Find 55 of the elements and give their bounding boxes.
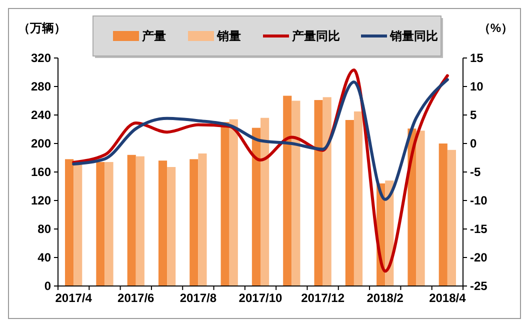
legend-label: 销量同比 bbox=[389, 29, 438, 44]
x-tick-label: 2017/8 bbox=[180, 291, 217, 305]
bar bbox=[96, 162, 105, 286]
y-tick-label: 160 bbox=[30, 165, 52, 180]
y2-tick-label: -20 bbox=[470, 250, 488, 265]
bar bbox=[260, 118, 270, 286]
bar bbox=[322, 97, 332, 286]
bar bbox=[345, 120, 354, 286]
bar bbox=[314, 100, 323, 286]
bar bbox=[354, 111, 363, 286]
x-tick-label: 2018/4 bbox=[429, 291, 466, 305]
bar bbox=[283, 96, 292, 286]
x-tick-label: 2017/6 bbox=[118, 291, 155, 305]
x-tick-label: 2018/2 bbox=[366, 291, 404, 305]
bar bbox=[74, 163, 82, 286]
y-tick-label: 240 bbox=[30, 108, 52, 122]
bar bbox=[416, 130, 425, 286]
y-tick-label: 200 bbox=[30, 136, 52, 151]
y2-tick-label: -25 bbox=[470, 279, 488, 294]
bar bbox=[167, 167, 176, 286]
y2-tick-label: 15 bbox=[470, 51, 484, 66]
y2-tick-label: 0 bbox=[470, 136, 477, 151]
bar bbox=[229, 119, 238, 286]
legend-label: 产量 bbox=[141, 29, 166, 44]
y-tick-label: 320 bbox=[30, 51, 52, 66]
bar bbox=[104, 162, 114, 286]
y2-axis-title: （%） bbox=[478, 21, 513, 35]
bar bbox=[127, 154, 136, 286]
bar bbox=[198, 153, 207, 286]
bar bbox=[252, 128, 260, 286]
x-tick-label: 2017/4 bbox=[55, 291, 92, 305]
y-tick-label: 80 bbox=[38, 222, 52, 236]
y-tick-label: 40 bbox=[38, 250, 52, 265]
x-tick-label: 2017/12 bbox=[301, 291, 345, 305]
bar bbox=[220, 122, 230, 286]
y-axis-title: （万辆） bbox=[18, 21, 66, 35]
bar bbox=[65, 159, 74, 286]
line-series bbox=[72, 78, 449, 201]
legend-label: 产量同比 bbox=[291, 29, 340, 44]
y2-tick-label: 10 bbox=[470, 80, 484, 94]
y2-tick-label: 5 bbox=[470, 108, 477, 122]
y-tick-label: 120 bbox=[30, 194, 52, 208]
y-tick-label: 280 bbox=[30, 80, 52, 94]
y2-tick-label: -5 bbox=[470, 165, 481, 180]
bar bbox=[292, 100, 300, 286]
bar bbox=[158, 160, 168, 286]
y-tick-label: 0 bbox=[44, 279, 52, 294]
y2-tick-label: -15 bbox=[470, 222, 488, 236]
x-tick-label: 2017/10 bbox=[238, 291, 283, 305]
bar bbox=[136, 156, 144, 286]
bar bbox=[190, 159, 198, 286]
bar bbox=[438, 144, 448, 286]
y2-tick-label: -10 bbox=[470, 194, 488, 208]
bar bbox=[447, 150, 456, 286]
legend-label: 销量 bbox=[216, 29, 241, 44]
